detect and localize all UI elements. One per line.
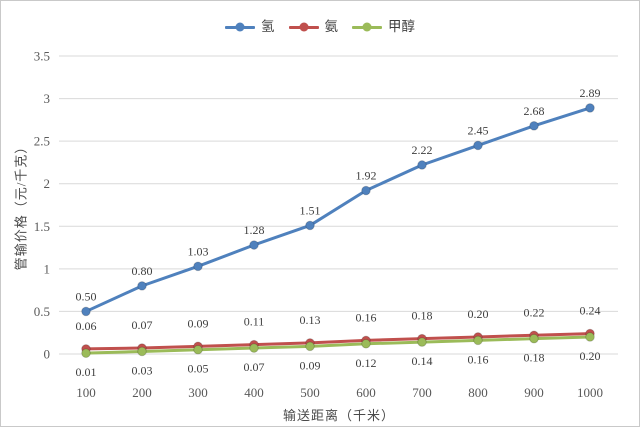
data-point-marker — [361, 185, 371, 196]
legend-line-marker-icon — [352, 22, 382, 32]
x-tick-label: 600 — [356, 385, 376, 400]
y-tick-label: 3 — [44, 91, 51, 106]
data-point-marker — [137, 346, 147, 357]
y-axis-title: 管输价格（元/千克） — [13, 139, 29, 271]
y-tick-label: 0 — [44, 347, 51, 362]
data-label: 1.92 — [356, 169, 377, 183]
data-label: 0.24 — [580, 304, 601, 318]
data-point-marker — [81, 306, 91, 317]
legend-dot-icon — [235, 22, 245, 32]
data-label: 0.20 — [580, 349, 601, 363]
data-point-marker — [473, 140, 483, 151]
data-label: 0.18 — [412, 309, 433, 323]
data-label: 0.11 — [244, 315, 265, 329]
data-point-marker — [585, 103, 595, 113]
y-tick-label: 3.5 — [34, 49, 50, 64]
legend-label: 氢 — [261, 19, 275, 35]
data-label: 0.20 — [468, 307, 489, 321]
data-label: 2.89 — [580, 86, 601, 100]
data-label: 0.03 — [132, 363, 153, 377]
data-label: 0.80 — [132, 264, 153, 278]
x-axis-title: 输送距离（千米） — [282, 408, 396, 423]
data-label: 0.09 — [188, 316, 209, 330]
data-point-marker — [417, 337, 427, 347]
y-tick-label: 2 — [44, 176, 51, 191]
legend-label: 甲醇 — [388, 19, 415, 35]
data-label: 0.12 — [356, 356, 377, 370]
y-tick-label: 1.5 — [34, 219, 50, 234]
y-tick-label: 0.5 — [34, 304, 50, 319]
x-tick-label: 300 — [188, 385, 208, 400]
data-label: 0.22 — [524, 305, 545, 319]
data-point-marker — [529, 121, 539, 131]
x-tick-label: 800 — [468, 385, 488, 400]
legend-item-氨: 氨 — [288, 19, 339, 35]
x-tick-label: 700 — [412, 385, 432, 400]
legend-item-氢: 氢 — [225, 20, 275, 34]
x-tick-label: 200 — [132, 385, 152, 400]
data-point-marker — [361, 338, 371, 349]
legend-line-marker-icon — [225, 22, 255, 32]
legend-label: 氨 — [324, 19, 339, 35]
data-label: 0.16 — [356, 310, 377, 324]
data-point-marker — [529, 333, 539, 344]
data-label: 2.22 — [412, 143, 433, 157]
data-label: 0.13 — [300, 313, 321, 327]
legend-line-marker-icon — [288, 22, 319, 32]
data-label: 0.01 — [76, 365, 97, 379]
data-label: 0.07 — [132, 318, 153, 332]
series-line-甲醇 — [84, 335, 592, 355]
data-point-marker — [249, 343, 259, 353]
data-point-marker — [193, 344, 203, 355]
x-tick-label: 400 — [244, 385, 264, 400]
data-point-marker — [249, 240, 259, 250]
data-label: 0.09 — [300, 358, 321, 372]
data-point-marker — [417, 160, 427, 170]
series-line-氨 — [84, 332, 592, 351]
data-point-marker — [193, 261, 203, 272]
data-label: 0.05 — [188, 362, 209, 376]
data-label: 2.45 — [468, 123, 489, 137]
data-point-marker — [137, 281, 147, 291]
data-label: 1.28 — [244, 223, 265, 237]
data-label: 1.51 — [300, 203, 321, 217]
data-label: 1.03 — [188, 244, 209, 258]
data-point-marker — [81, 348, 91, 358]
data-point-marker — [473, 335, 483, 346]
legend-dot-icon — [299, 22, 308, 32]
legend-dot-icon — [362, 22, 372, 32]
data-label: 0.50 — [76, 289, 97, 303]
data-label: 0.16 — [468, 352, 489, 366]
legend-item-甲醇: 甲醇 — [352, 20, 415, 34]
data-label: 0.07 — [244, 360, 265, 374]
data-label: 0.06 — [76, 319, 97, 333]
data-point-marker — [305, 220, 315, 231]
data-label: 0.18 — [524, 351, 545, 365]
data-label: 2.68 — [524, 104, 545, 118]
x-tick-label: 900 — [524, 385, 544, 400]
y-tick-label: 1 — [44, 261, 51, 276]
data-point-marker — [305, 341, 315, 352]
x-tick-label: 1000 — [577, 385, 603, 400]
x-tick-label: 100 — [76, 385, 96, 400]
y-tick-label: 2.5 — [34, 134, 50, 149]
legend: 氢 氨 甲醇 — [1, 17, 639, 37]
data-point-marker — [585, 332, 595, 342]
series-line-氢 — [84, 106, 592, 313]
data-label: 0.14 — [412, 354, 433, 368]
x-tick-label: 500 — [300, 385, 320, 400]
